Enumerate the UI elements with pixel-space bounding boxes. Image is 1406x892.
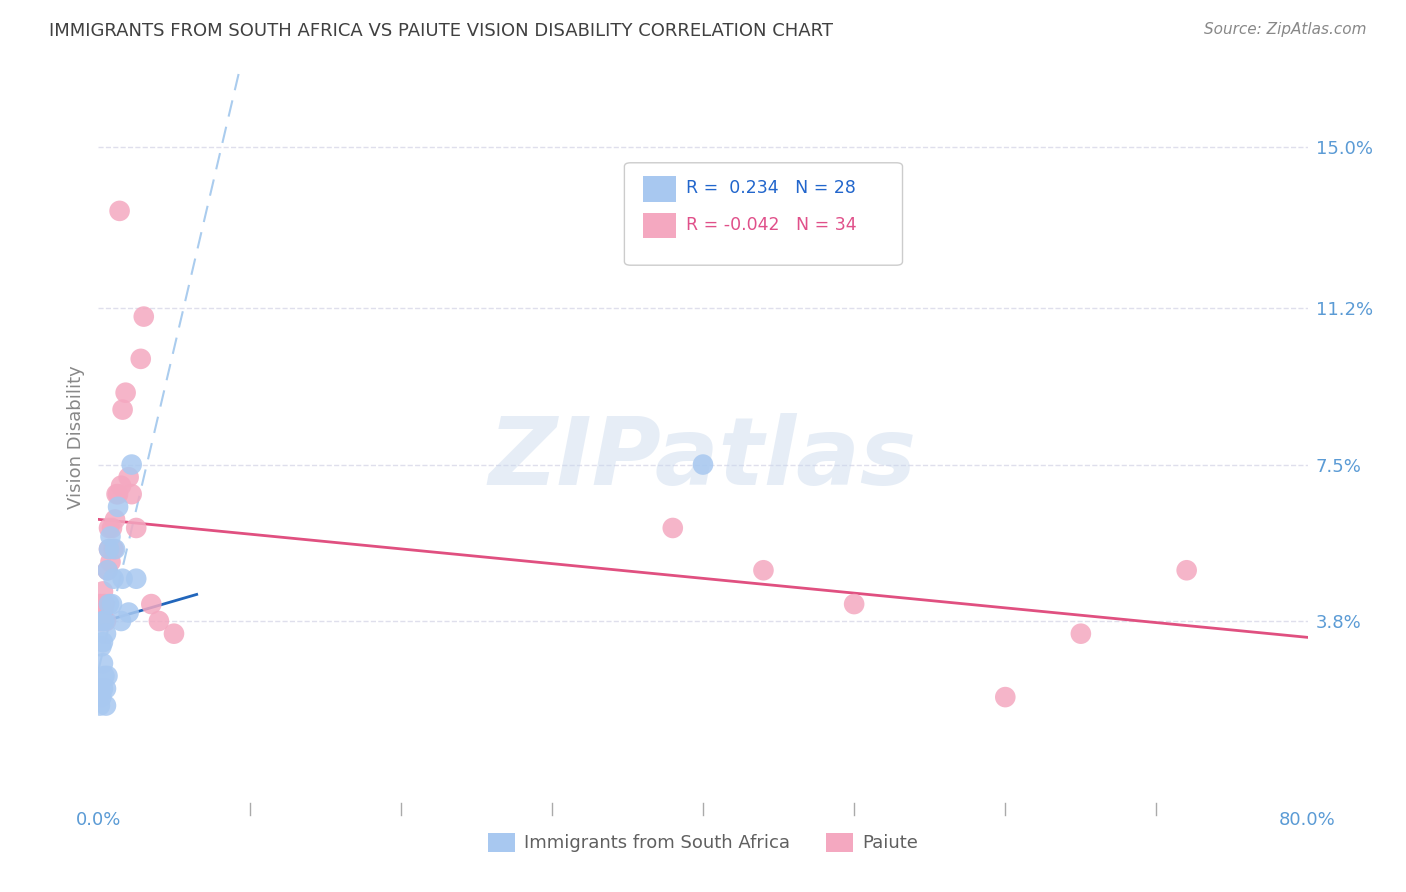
Point: [110, 614, 132, 628]
Point: [89, 681, 111, 696]
Point: [91, 606, 114, 620]
Point: [94, 626, 117, 640]
Point: [94, 681, 117, 696]
Point: [90, 640, 112, 654]
Text: R = -0.042   N = 34: R = -0.042 N = 34: [686, 216, 856, 234]
Point: [91, 657, 114, 671]
Point: [89, 614, 111, 628]
Point: [101, 521, 124, 535]
Point: [132, 310, 155, 324]
Point: [94, 614, 117, 628]
Point: [844, 597, 866, 611]
Point: [96, 563, 118, 577]
Point: [107, 500, 129, 514]
Point: [98, 521, 121, 535]
Text: R =  0.234   N = 28: R = 0.234 N = 28: [686, 179, 856, 197]
Point: [114, 385, 136, 400]
Point: [118, 470, 141, 484]
Point: [104, 512, 127, 526]
Point: [96, 669, 118, 683]
Point: [107, 487, 129, 501]
Point: [93, 614, 115, 628]
Point: [100, 555, 122, 569]
Point: [91, 584, 114, 599]
Point: [692, 458, 714, 472]
Point: [90, 690, 112, 705]
Point: [98, 542, 121, 557]
Point: [98, 542, 121, 557]
Point: [94, 698, 117, 713]
Point: [121, 458, 143, 472]
Point: [1175, 563, 1198, 577]
Point: [125, 521, 148, 535]
FancyBboxPatch shape: [643, 212, 676, 238]
Point: [1070, 626, 1092, 640]
Text: IMMIGRANTS FROM SOUTH AFRICA VS PAIUTE VISION DISABILITY CORRELATION CHART: IMMIGRANTS FROM SOUTH AFRICA VS PAIUTE V…: [49, 22, 834, 40]
Text: Source: ZipAtlas.com: Source: ZipAtlas.com: [1204, 22, 1367, 37]
Point: [91, 681, 114, 696]
Point: [141, 597, 163, 611]
Point: [121, 487, 143, 501]
Point: [101, 597, 124, 611]
Point: [163, 626, 186, 640]
Point: [89, 597, 111, 611]
Point: [90, 614, 112, 628]
Point: [148, 614, 170, 628]
Point: [661, 521, 683, 535]
Y-axis label: Vision Disability: Vision Disability: [66, 365, 84, 509]
FancyBboxPatch shape: [624, 163, 903, 265]
Point: [96, 563, 118, 577]
Point: [111, 402, 134, 417]
Point: [89, 698, 111, 713]
Point: [93, 669, 115, 683]
Point: [91, 614, 114, 628]
Point: [111, 572, 134, 586]
Point: [118, 606, 141, 620]
Text: ZIPatlas: ZIPatlas: [489, 413, 917, 505]
Point: [994, 690, 1017, 705]
Point: [104, 542, 127, 557]
Point: [752, 563, 775, 577]
Point: [125, 572, 148, 586]
Point: [100, 529, 122, 543]
Point: [129, 351, 152, 366]
Legend: Immigrants from South Africa, Paiute: Immigrants from South Africa, Paiute: [481, 826, 925, 860]
Point: [105, 487, 128, 501]
Point: [93, 597, 115, 611]
Point: [108, 203, 131, 218]
Point: [110, 479, 132, 493]
Point: [98, 597, 121, 611]
FancyBboxPatch shape: [643, 176, 676, 202]
Point: [103, 572, 125, 586]
Point: [103, 542, 125, 557]
Point: [91, 635, 114, 649]
